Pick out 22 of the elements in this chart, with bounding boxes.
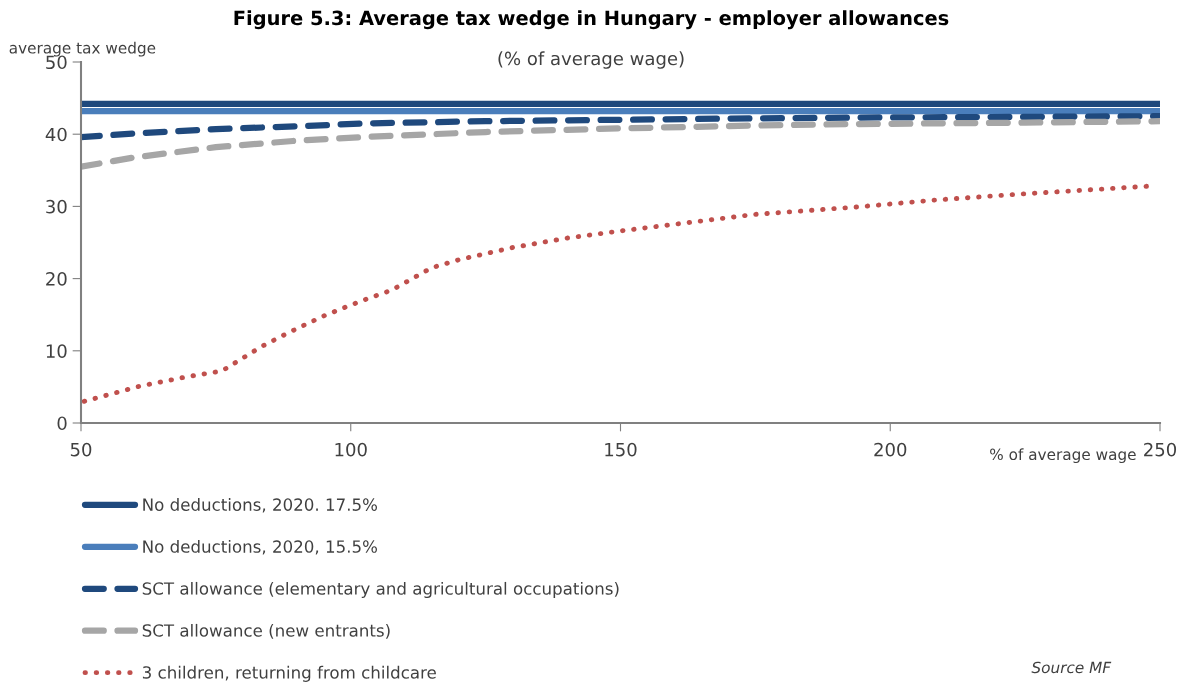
legend-label: 3 children, returning from childcare <box>142 665 436 682</box>
legend-label: SCT allowance (elementary and agricultural occupations) <box>142 581 619 599</box>
y-tick-label: 20 <box>46 272 67 286</box>
y-tick-label: 10 <box>46 344 67 358</box>
legend-label: SCT allowance (new entrants) <box>142 623 390 639</box>
chart-subtitle: (% of average wage) <box>498 51 684 69</box>
x-tick-label: 50 <box>70 442 92 457</box>
line-series <box>81 183 1151 404</box>
x-tick-label: 100 <box>335 442 367 457</box>
y-tick-label: 50 <box>46 55 67 70</box>
source-note: Source MF <box>1031 661 1112 674</box>
y-tick-label: 0 <box>57 416 67 431</box>
legend-label: No deductions, 2020. 17.5% <box>143 498 378 513</box>
y-tick-label: 40 <box>45 127 67 142</box>
legend-label: No deductions, 2020, 15.5% <box>143 539 378 555</box>
x-axis-title: % of average wage <box>990 448 1136 464</box>
x-tick-label: 200 <box>874 442 907 457</box>
x-tick-label: 150 <box>605 442 637 457</box>
chart-title: Figure 5.3: Average tax wedge in Hungary - employer allowances <box>234 10 949 30</box>
y-tick-label: 30 <box>46 199 67 214</box>
y-axis-title: average tax wedge <box>9 41 156 57</box>
x-tick-label: 250 <box>1144 442 1177 457</box>
